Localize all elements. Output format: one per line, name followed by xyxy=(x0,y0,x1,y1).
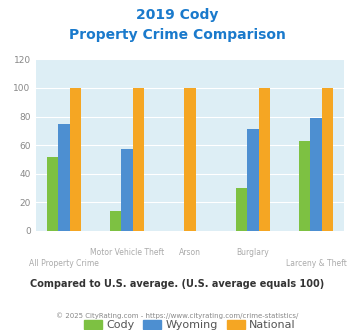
Bar xyxy=(121,149,132,231)
Text: Arson: Arson xyxy=(179,248,201,257)
Bar xyxy=(70,88,81,231)
Bar xyxy=(322,88,333,231)
Bar xyxy=(132,88,144,231)
Bar xyxy=(47,157,58,231)
Bar xyxy=(236,188,247,231)
Text: © 2025 CityRating.com - https://www.cityrating.com/crime-statistics/: © 2025 CityRating.com - https://www.city… xyxy=(56,312,299,318)
Text: 2019 Cody: 2019 Cody xyxy=(136,8,219,22)
Text: All Property Crime: All Property Crime xyxy=(29,259,99,268)
Text: Property Crime Comparison: Property Crime Comparison xyxy=(69,28,286,42)
Bar xyxy=(310,118,322,231)
Text: Burglary: Burglary xyxy=(236,248,269,257)
Bar xyxy=(184,88,196,231)
Bar xyxy=(58,124,70,231)
Bar xyxy=(110,211,121,231)
Text: Motor Vehicle Theft: Motor Vehicle Theft xyxy=(90,248,164,257)
Bar xyxy=(247,129,259,231)
Text: Compared to U.S. average. (U.S. average equals 100): Compared to U.S. average. (U.S. average … xyxy=(31,279,324,289)
Bar xyxy=(259,88,270,231)
Text: Larceny & Theft: Larceny & Theft xyxy=(285,259,346,268)
Bar xyxy=(299,141,310,231)
Legend: Cody, Wyoming, National: Cody, Wyoming, National xyxy=(80,315,300,330)
